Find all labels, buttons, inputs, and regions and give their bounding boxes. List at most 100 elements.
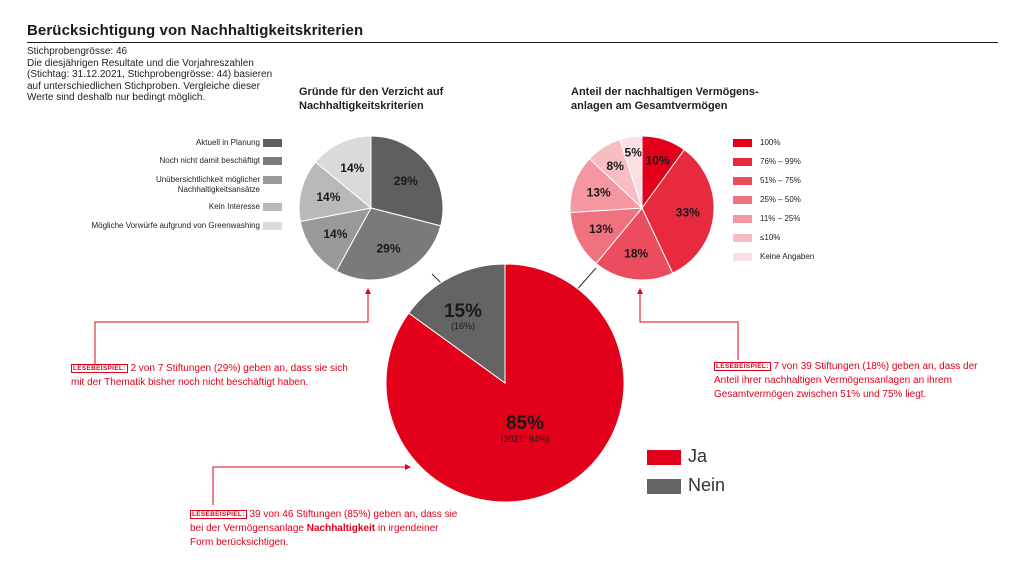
reasons-legend-swatch	[263, 157, 282, 165]
annotation-line: mit der Thematik bisher noch nicht besch…	[71, 377, 309, 388]
reasons-legend-swatch	[263, 139, 282, 147]
legend-line: Unübersichtlichkeit möglicher	[155, 175, 260, 184]
pie-slice-share	[569, 158, 644, 214]
share-pie: 10% 33% 18% 13% 13% 8%5%	[569, 135, 715, 281]
annotation-line-right	[639, 293, 739, 360]
slice-label-share: 33%	[676, 205, 700, 219]
main-legend-label: Ja	[688, 446, 708, 466]
annotation-line: in irgendeiner	[375, 523, 439, 534]
annotation-line: Anteil ihrer nachhaltigen Vermögensanlag…	[714, 375, 952, 386]
pie-slice-share	[569, 207, 644, 265]
slice-label-share: 18%	[624, 247, 648, 261]
note-line: (Stichtag: 31.12.2021, Stichprobengrösse…	[27, 69, 273, 81]
share-title-line: Anteil der nachhaltigen Vermögens-	[571, 86, 759, 98]
pie-slice-share	[595, 207, 674, 281]
share-legend-label: 76% – 99%	[760, 157, 801, 166]
annotation-emphasis: Nachhaltigkeit	[306, 523, 376, 534]
reasons-legend-label: Noch nicht damit beschäftigt	[160, 156, 261, 166]
reasons-pie: 29% 29% 14% 14% 14%	[298, 135, 444, 281]
pie-slice-reasons	[335, 207, 442, 281]
pie-slice-reasons	[314, 135, 372, 210]
annotation-right: LESEBEISPIEL: 7 von 39 Stiftungen (18%) …	[714, 360, 977, 402]
slice-label-share: 10%	[645, 153, 669, 167]
pie-slice-share	[641, 149, 715, 274]
slice-label-reasons: 14%	[323, 227, 347, 241]
slice-label-share: 13%	[589, 222, 613, 236]
pie-slice-reasons	[299, 207, 372, 272]
share-legend-label: 51% – 75%	[760, 176, 801, 185]
slice-label-share: 8%	[607, 159, 625, 173]
legend-line: Kein Interesse	[208, 202, 260, 211]
pie-slice-reasons	[298, 161, 373, 223]
main-legend-swatch	[647, 479, 681, 494]
slice-label-reasons: 29%	[376, 241, 400, 255]
pie-slice-share	[619, 135, 643, 209]
share-chart-title: Anteil der nachhaltigen Vermögens- anlag…	[571, 85, 759, 113]
reasons-legend-swatch	[263, 176, 282, 184]
slice-label-reasons: 14%	[340, 161, 364, 175]
reasons-title-line: Nachhaltigkeitskriterien	[299, 100, 424, 112]
annotation-line: bei der Vermögensanlage	[190, 523, 307, 534]
annotation-line: Gesamtvermögen zwischen 51% und 75% lieg…	[714, 389, 927, 400]
reasons-title-line: Gründe für den Verzicht auf	[299, 86, 444, 98]
main-legend-label: Nein	[688, 475, 726, 495]
slice-label-reasons: 29%	[394, 174, 418, 188]
share-title-line: anlagen am Gesamtvermögen	[571, 100, 728, 112]
share-legend-label: 100%	[760, 138, 781, 147]
main-slice-label: 85%	[506, 413, 544, 434]
share-legend-label: 11% – 25%	[760, 214, 801, 223]
annotation-arrow-bottom	[405, 464, 411, 470]
pie-slice-main	[408, 263, 506, 384]
page-title: Berücksichtigung von Nachhaltigkeitskrit…	[27, 22, 364, 39]
annotation-line: Form berücksichtigen.	[190, 537, 289, 548]
reasons-legend-label: Unübersichtlichkeit möglicher Nachhaltigk…	[156, 175, 260, 195]
share-legend-swatch	[733, 253, 752, 261]
annotation-line-left	[94, 293, 369, 364]
lesebeispiel-tag: LESEBEISPIEL:	[714, 362, 771, 371]
legend-line: Mögliche Vorwürfe aufgrund von Greenwash…	[91, 221, 260, 230]
annotation-arrow-right	[637, 288, 643, 294]
lesebeispiel-tag: LESEBEISPIEL:	[71, 364, 128, 373]
note-line: Stichprobengrösse: 46	[27, 46, 128, 57]
note-line: Werte sind deshalb nur bedingt möglich.	[27, 92, 206, 104]
annotation-bottom: LESEBEISPIEL: 39 von 46 Stiftungen (85%)…	[190, 508, 457, 550]
annotation-line: 2 von 7 Stiftungen (29%) geben an, dass …	[130, 363, 348, 374]
pie-slice-reasons	[370, 135, 444, 227]
slice-label-share: 13%	[587, 185, 611, 199]
reasons-legend-label: Mögliche Vorwürfe aufgrund von Greenwash…	[91, 221, 260, 231]
legend-line: Aktuell in Planung	[195, 138, 260, 147]
note-line: auf unterschiedlichen Stichproben. Vergl…	[27, 80, 260, 92]
note-line: Die diesjährigen Resultate und die Vorja…	[27, 57, 254, 69]
share-legend-swatch	[733, 158, 752, 166]
slice-label-reasons: 14%	[316, 190, 340, 204]
lesebeispiel-tag: LESEBEISPIEL:	[190, 510, 247, 519]
share-legend-swatch	[733, 234, 752, 242]
main-pie: 85%(2021: 84%) 15%(16%)	[385, 263, 625, 503]
main-slice-label: 15%	[444, 301, 482, 322]
main-slice-previous: (2021: 84%)	[500, 434, 549, 444]
annotation-arrow-left	[365, 288, 371, 294]
annotation-left: LESEBEISPIEL: 2 von 7 Stiftungen (29%) g…	[71, 362, 348, 390]
share-legend-label: Keine Angaben	[760, 252, 815, 261]
reasons-legend-swatch	[263, 222, 282, 230]
share-legend-label: 25% – 50%	[760, 195, 801, 204]
share-legend-swatch	[733, 215, 752, 223]
reasons-legend-label: Aktuell in Planung	[196, 138, 260, 148]
share-legend-swatch	[733, 196, 752, 204]
sample-note: Stichprobengrösse: 46 Die diesjährigen R…	[27, 46, 297, 104]
legend-line: Nachhaltigkeitsansätze	[177, 185, 260, 194]
main-slice-previous: (16%)	[451, 321, 475, 331]
reasons-legend-swatch	[263, 203, 282, 211]
reasons-chart-title: Gründe für den Verzicht auf Nachhaltigke…	[299, 85, 443, 113]
share-legend-swatch	[733, 177, 752, 185]
share-legend-label: ≤10%	[760, 233, 781, 242]
annotation-line: 7 von 39 Stiftungen (18%) geben an, dass…	[773, 361, 978, 372]
annotation-line: 39 von 46 Stiftungen (85%) geben an, das…	[249, 509, 458, 520]
annotation-line-bottom	[212, 466, 406, 505]
title-divider	[27, 42, 998, 43]
main-legend-swatch	[647, 450, 681, 465]
reasons-legend-label: Kein Interesse	[209, 202, 260, 212]
legend-line: Noch nicht damit beschäftigt	[159, 156, 261, 165]
slice-label-share: 5%	[625, 146, 643, 160]
